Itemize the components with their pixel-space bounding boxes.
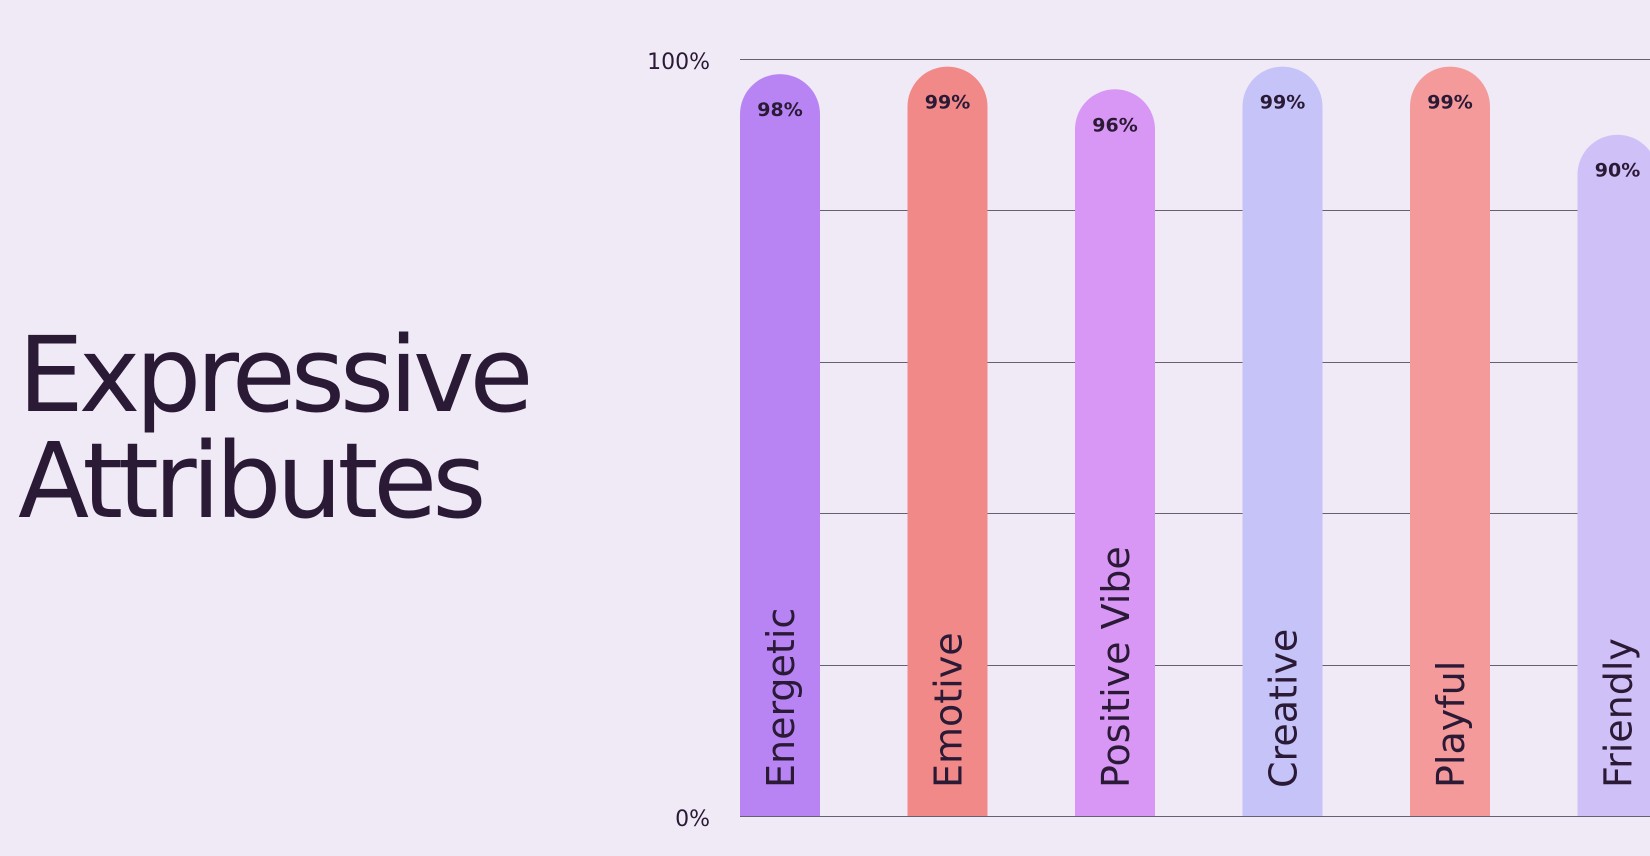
bar bbox=[1242, 66, 1323, 816]
title-line-2: Attributes bbox=[18, 420, 486, 542]
category-label: Friendly bbox=[1597, 638, 1641, 788]
axis-layer: 0% 100% bbox=[647, 50, 710, 832]
bar-group: 96% Positive Vibe bbox=[1075, 89, 1155, 816]
y-tick-label: 100% bbox=[647, 50, 710, 75]
bar bbox=[1577, 134, 1650, 816]
bar bbox=[907, 66, 988, 816]
bar-value-label: 90% bbox=[1595, 160, 1640, 182]
category-label: Energetic bbox=[759, 608, 803, 788]
bar bbox=[1410, 66, 1490, 816]
category-label: Positive Vibe bbox=[1094, 546, 1138, 788]
bar bbox=[740, 74, 820, 816]
bar-layer: 98% Energetic 99% Emotive 96% Positive Vibe 99… bbox=[740, 66, 1650, 816]
bar-group: 99% Playful bbox=[1410, 66, 1490, 816]
bar bbox=[1075, 89, 1155, 816]
category-label: Emotive bbox=[927, 632, 971, 788]
bar-value-label: 99% bbox=[1260, 92, 1305, 114]
bar-value-label: 99% bbox=[925, 92, 970, 114]
slide-title: Expressive Attributes bbox=[18, 314, 534, 542]
title-line-1: Expressive bbox=[18, 314, 534, 436]
bar-group: 90% Friendly bbox=[1577, 134, 1650, 816]
bar-group: 99% Emotive bbox=[907, 66, 988, 816]
grid-layer bbox=[740, 59, 1650, 817]
category-label: Playful bbox=[1429, 661, 1473, 788]
bar-value-label: 98% bbox=[757, 99, 802, 121]
y-tick-label: 0% bbox=[675, 807, 710, 832]
bar-group: 98% Energetic bbox=[740, 74, 820, 816]
bar-group: 99% Creative bbox=[1242, 66, 1323, 816]
bar-value-label: 99% bbox=[1427, 92, 1472, 114]
category-label: Creative bbox=[1262, 629, 1306, 788]
bar-value-label: 96% bbox=[1092, 114, 1137, 136]
